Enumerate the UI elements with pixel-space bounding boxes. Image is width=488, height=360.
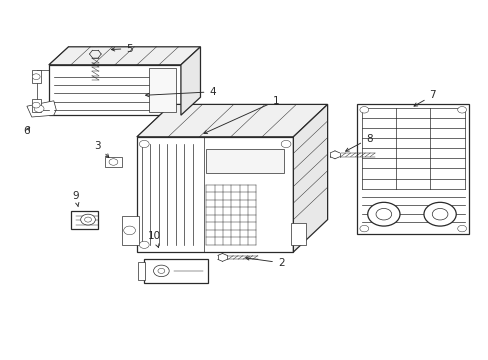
Circle shape (84, 217, 91, 222)
Polygon shape (181, 47, 200, 115)
Text: 1: 1 (203, 96, 279, 134)
Circle shape (359, 225, 368, 232)
Circle shape (34, 105, 44, 112)
Bar (122, 216, 139, 245)
Text: 5: 5 (111, 44, 133, 54)
Circle shape (139, 140, 149, 148)
Bar (137, 137, 293, 252)
Bar (105, 157, 122, 167)
Circle shape (375, 208, 391, 220)
Bar (356, 104, 468, 234)
Text: 3: 3 (94, 141, 109, 157)
Circle shape (81, 214, 95, 225)
Bar (149, 68, 176, 112)
Circle shape (457, 225, 466, 232)
Circle shape (158, 269, 164, 274)
Bar (32, 99, 41, 112)
Bar (144, 259, 207, 283)
Text: 9: 9 (72, 191, 79, 207)
Polygon shape (137, 104, 327, 137)
Polygon shape (293, 104, 327, 252)
Polygon shape (49, 47, 200, 65)
Circle shape (457, 107, 466, 113)
Text: 2: 2 (245, 257, 284, 268)
Bar (290, 223, 305, 245)
Text: 7: 7 (413, 90, 435, 106)
Bar (49, 65, 181, 115)
Bar (32, 70, 41, 83)
Circle shape (431, 208, 447, 220)
Text: 4: 4 (145, 87, 216, 97)
Circle shape (359, 107, 368, 113)
Text: 6: 6 (23, 126, 30, 136)
Circle shape (423, 202, 455, 226)
Text: 10: 10 (147, 231, 160, 247)
Bar (138, 262, 145, 280)
Circle shape (139, 241, 149, 248)
Circle shape (367, 202, 399, 226)
Bar (206, 149, 283, 173)
Circle shape (123, 226, 135, 235)
Circle shape (109, 159, 118, 165)
Bar (71, 211, 98, 229)
Circle shape (281, 140, 290, 148)
Polygon shape (27, 101, 56, 117)
Circle shape (32, 102, 40, 108)
Text: 8: 8 (345, 134, 372, 151)
Circle shape (32, 74, 40, 80)
Circle shape (153, 265, 169, 276)
